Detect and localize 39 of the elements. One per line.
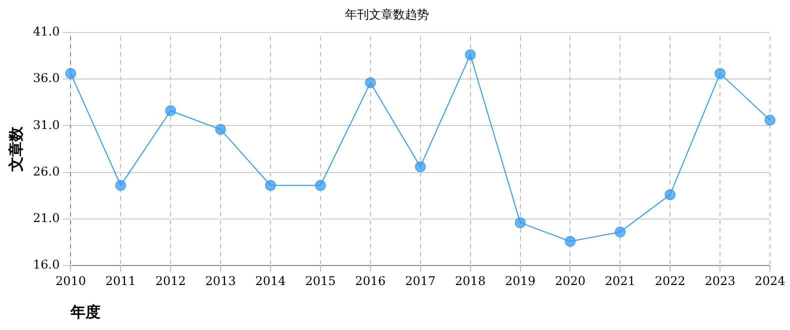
x-tick-label: 2011: [105, 274, 136, 288]
x-tick-label: 2018: [455, 274, 486, 288]
y-tick-label: 21.0: [33, 211, 60, 226]
y-tick-label: 16.0: [33, 258, 60, 272]
x-tick-label: 2010: [55, 274, 86, 288]
point: [764, 114, 776, 126]
point: [514, 217, 526, 228]
x-tick-label: 2016: [355, 274, 386, 288]
point: [564, 236, 576, 247]
point: [664, 189, 676, 200]
point: [414, 161, 426, 172]
point: [165, 105, 176, 116]
y-tick-label: 26.0: [33, 164, 60, 178]
point: [314, 180, 326, 191]
x-tick-label: 2014: [255, 274, 286, 288]
x-tick-label: 2021: [604, 274, 636, 288]
x-tick-label: 2017: [405, 274, 436, 288]
x-tick-label: 2013: [205, 274, 236, 288]
x-tick-label: 2012: [155, 274, 186, 288]
point: [215, 124, 226, 135]
chart-title: 年刊文章数趋势: [345, 7, 429, 22]
y-tick-label: 36.0: [33, 71, 60, 86]
x-axis-title: 年度: [70, 302, 101, 321]
point: [115, 180, 126, 191]
point: [65, 68, 76, 79]
point: [614, 226, 626, 238]
x-tick-label: 2023: [704, 274, 736, 288]
x-tick-label: 2019: [504, 274, 536, 288]
y-axis-title: 文章数: [6, 126, 25, 172]
y-tick-label: 31.0: [33, 118, 60, 132]
point: [364, 77, 376, 88]
x-tick-label: 2020: [554, 274, 586, 288]
point: [714, 68, 726, 79]
x-tick-label: 2024: [754, 274, 786, 288]
x-tick-label: 2022: [654, 274, 686, 288]
x-tick-label: 2015: [305, 274, 336, 288]
point: [265, 180, 276, 191]
y-tick-label: 41.0: [33, 24, 60, 39]
point: [464, 49, 476, 60]
